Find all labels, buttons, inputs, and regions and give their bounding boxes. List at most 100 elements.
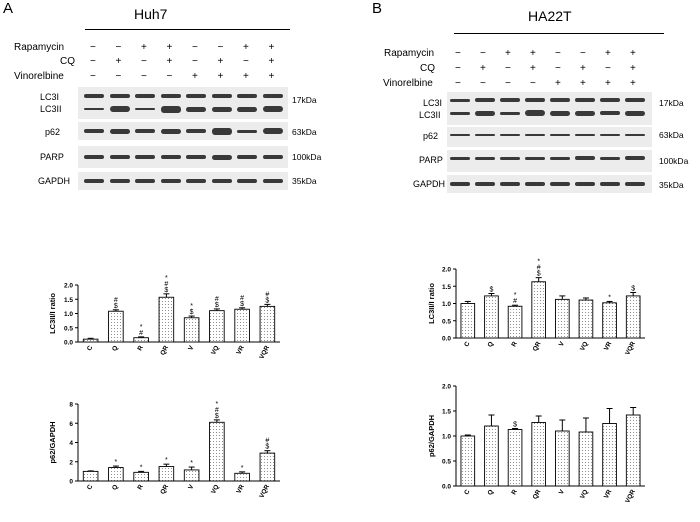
bar-VQR [625,295,641,339]
treatment-sign: + [268,56,275,67]
treatment-sign: − [141,56,147,67]
treatment-sign: − [555,63,561,74]
blot-band [135,94,155,98]
marker-100kda-a: 100kDa [292,152,322,162]
significance-mark: * [140,324,143,331]
blot-gapdh-a [78,172,288,190]
chart-p62-gapdh-a: 0 2 4 6 8 p62/GAPDH C * Q * R * QR * V * # $ VQ * VR # $ VQR [48,401,290,499]
significance-mark: $ [489,286,493,293]
protein-label-gapdh-b: GAPDH [413,179,446,189]
significance-mark: $ [215,302,219,309]
blot-band [211,94,232,98]
bar-V [183,317,200,343]
bar-QR [158,466,175,482]
blot-band [109,155,130,159]
y-tick-label: 0.0 [442,484,451,491]
category-label-VQ: VQ [210,345,221,357]
y-tick-label: 8 [69,402,73,409]
y-tick-label: 1.0 [64,311,73,318]
treatment-sign: − [455,48,461,59]
bar-QR [531,281,546,339]
bar-VQ [578,431,594,487]
treatment-sign: + [530,63,536,74]
blot-band [625,110,645,116]
category-label-C: C [463,340,472,348]
blot-band [237,106,257,112]
category-label-VR: VR [603,488,614,500]
category-label-VR: VR [235,483,246,495]
treatment-sign: + [580,63,586,74]
treatment-sign: + [580,78,586,89]
blot-band [262,179,283,183]
bar-R [133,471,149,482]
bar-VQ [209,310,225,343]
treatment-sign: + [505,48,511,59]
category-label-Q: Q [487,341,496,349]
protein-label-gapdh-a: GAPDH [38,176,71,186]
significance-mark: # [114,297,118,304]
significance-mark: $ [215,413,219,420]
treatment-sign: + [141,42,147,53]
marker-17kda-a: 17kDa [292,95,317,105]
title-underline-b [454,33,664,34]
category-label-R: R [510,340,519,348]
significance-mark: $ [631,285,635,292]
category-label-V: V [558,340,567,348]
blot-band [550,110,570,116]
blot-band [186,106,206,112]
marker-63kda-b: 63kDa [659,130,684,140]
blot-band [625,134,645,136]
treatment-sign: + [555,78,561,89]
significance-mark: # [265,438,269,445]
treatment-sign: − [192,42,198,53]
blot-band [109,94,130,98]
blot-band [525,134,545,136]
blot-band [135,179,155,183]
treatment-sign: − [141,71,147,82]
significance-mark: # [265,291,269,298]
significance-mark: * [241,465,244,472]
treatment-label-rapamycin-a: Rapamycin [14,42,65,53]
bar-Q [108,310,124,343]
treatment-sign: − [455,78,461,89]
bar-VQR [259,305,276,343]
significance-mark: # [215,296,219,303]
category-label-V: V [187,483,196,491]
treatment-sign: − [480,78,486,89]
chart-p62-gapdh-b: 0.0 0.5 1.0 1.5 2.0 p62/GAPDH C Q $ R QR V VQ VR VQR [427,384,652,504]
category-label-Q: Q [111,345,120,353]
category-label-V: V [187,344,196,352]
blot-band [237,155,257,159]
blot-band [600,98,620,102]
treatment-sign: − [115,71,122,82]
treatment-sign: + [217,56,224,67]
panel-letter-a: A [3,0,14,17]
significance-mark: * [216,401,219,408]
significance-mark: # [537,265,541,272]
bar-R [507,429,523,487]
category-label-R: R [137,344,146,352]
category-label-VQR: VQR [258,344,271,360]
blot-band [525,156,545,160]
category-label-QR: QR [532,488,543,500]
marker-35kda-b: 35kDa [659,180,684,190]
blot-band [160,128,181,134]
blot-band [84,155,104,159]
bar-VR [602,302,617,339]
category-label-VQR: VQR [258,483,271,499]
blot-band [237,129,257,133]
y-tick-label: 0.0 [64,340,73,347]
blot-band [525,98,545,102]
blot-band [600,182,620,186]
blot-band [550,134,570,136]
blot-band [211,106,232,112]
blot-band [450,156,470,160]
blot-band [450,134,470,136]
blot-band [475,182,495,186]
blot-band [237,179,257,183]
bar-V [183,469,200,482]
significance-mark: $ [537,271,541,278]
treatment-sign: + [243,42,249,53]
chart-lc3-ratio-a: 0.0 0.5 1.0 1.5 2.0 LC3II/I ratio C # $ Q * # R * # $ QR… [48,275,290,370]
bar-Q [484,295,499,339]
